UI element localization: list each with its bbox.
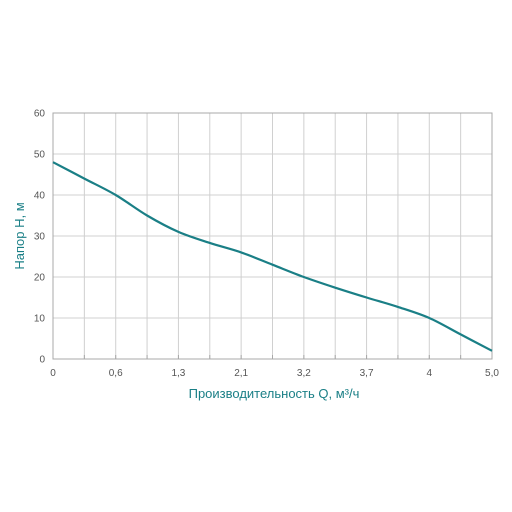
y-tick-label: 10 <box>34 314 46 325</box>
y-tick-label: 0 <box>39 355 45 366</box>
x-tick-label: 2,1 <box>234 368 248 379</box>
x-tick-label: 5,0 <box>485 368 499 379</box>
x-axis-title: Производительность Q, м³/ч <box>189 386 360 401</box>
x-tick-label: 3,7 <box>360 368 374 379</box>
y-tick-label: 50 <box>34 150 46 161</box>
x-tick-label: 4 <box>427 368 433 379</box>
x-tick-label: 1,3 <box>171 368 185 379</box>
grid-layer <box>53 113 492 359</box>
y-tick-label: 30 <box>34 232 46 243</box>
y-tick-label: 20 <box>34 273 46 284</box>
x-tick-label: 0 <box>50 368 56 379</box>
x-tick-label: 0,6 <box>109 368 123 379</box>
y-tick-label: 40 <box>34 191 46 202</box>
x-tick-label: 3,2 <box>297 368 311 379</box>
tick-layer: 0 0,6 1,3 2,1 3,2 3,7 4 5,0 0 10 20 30 40 50 60 <box>34 109 500 380</box>
head-flow-curve <box>52 161 493 352</box>
y-tick-label: 60 <box>34 109 46 120</box>
y-axis-title: Напор H, м <box>12 202 27 269</box>
